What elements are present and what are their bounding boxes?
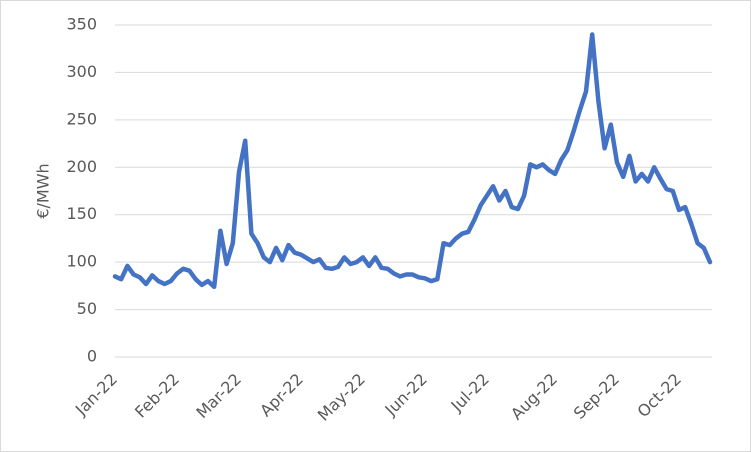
y-tick-label: 200 xyxy=(66,157,97,176)
y-tick-label: 50 xyxy=(77,299,97,318)
y-tick-label: 0 xyxy=(87,347,97,366)
y-tick-label: 350 xyxy=(66,15,97,34)
y-tick-label: 300 xyxy=(66,62,97,81)
y-tick-label: 150 xyxy=(66,204,97,223)
y-tick-label: 250 xyxy=(66,109,97,128)
y-axis-label: €/MWh xyxy=(34,163,53,218)
data-line xyxy=(112,32,713,290)
y-tick-label: 100 xyxy=(66,252,97,271)
